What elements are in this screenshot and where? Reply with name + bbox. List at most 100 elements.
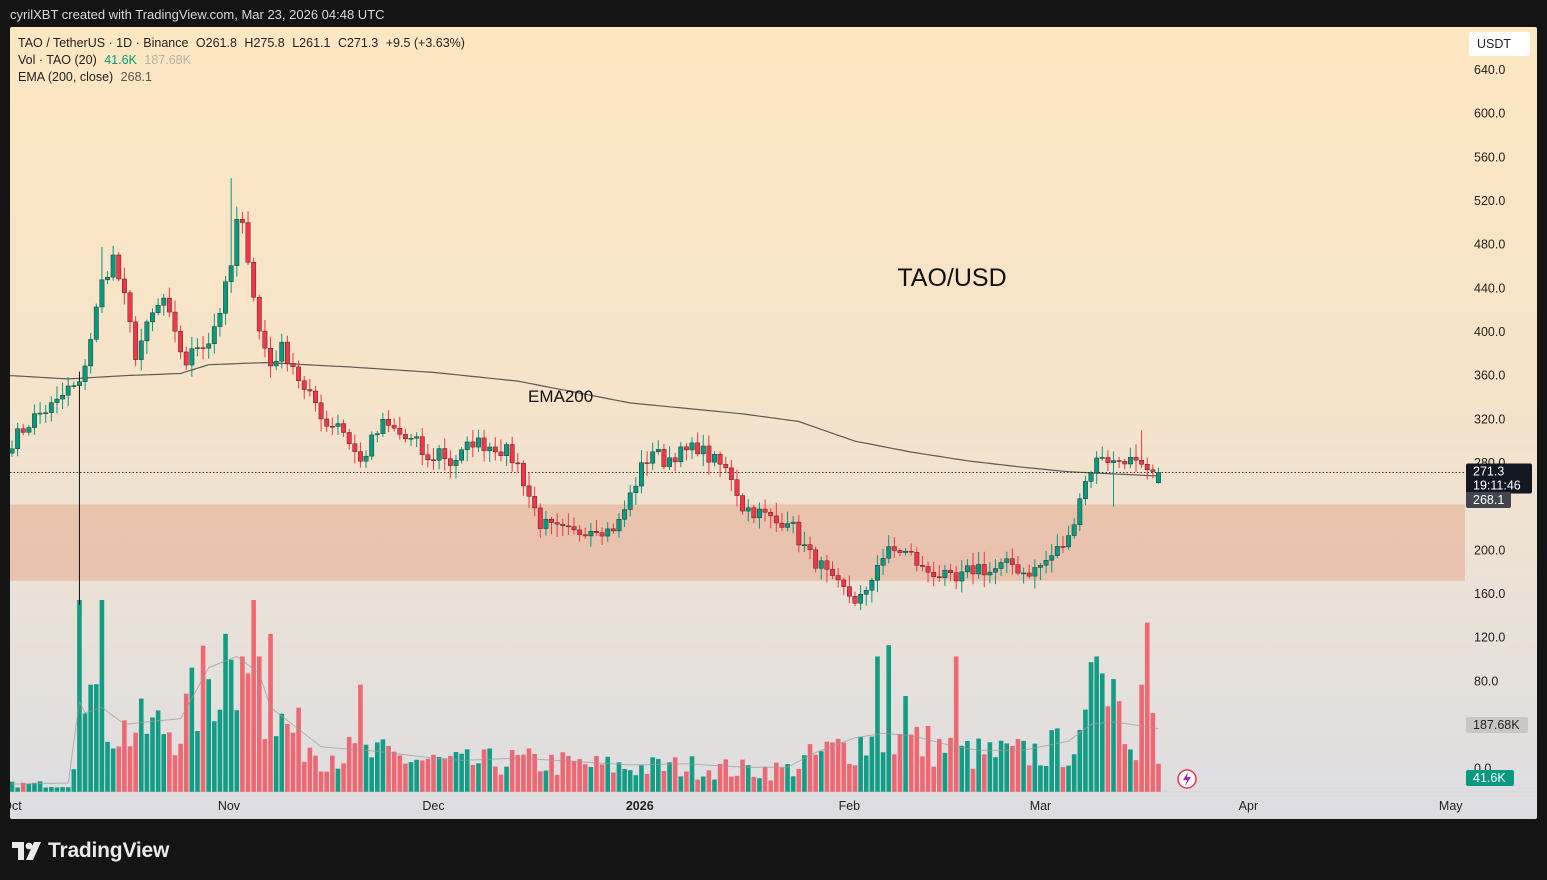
candle (695, 432, 701, 457)
candle-body (301, 380, 307, 390)
candle (728, 459, 734, 491)
chart[interactable]: 0.040.080.0120.0160.0200.0280.0320.0360.… (10, 27, 1537, 819)
candle-body (240, 219, 245, 223)
vol-tag-text: 41.6K (1473, 771, 1506, 785)
candle (830, 561, 835, 580)
volume-bar (1066, 765, 1071, 792)
candle-body (622, 509, 627, 520)
candle (537, 503, 543, 538)
volume-bar (656, 759, 661, 792)
candle (689, 437, 695, 459)
candle-body (610, 528, 616, 532)
volume-bar (223, 633, 228, 792)
candle-body (251, 262, 257, 298)
y-tick-label: 440.0 (1474, 281, 1505, 295)
candle-body (571, 526, 577, 531)
volume-bar (32, 782, 37, 792)
candle (948, 563, 953, 582)
candle-body (116, 254, 122, 280)
candle (82, 359, 88, 390)
volume-bar (605, 756, 611, 792)
volume-bar (240, 656, 245, 792)
candle (464, 436, 470, 462)
candle-body (745, 507, 751, 512)
candle-body (341, 423, 346, 433)
candle-body (914, 551, 920, 566)
candle-body (790, 521, 796, 524)
legend-change: +9.5 (+3.63%) (385, 36, 465, 50)
currency-button[interactable]: USDT (1469, 32, 1530, 56)
candle (588, 522, 594, 547)
candle-body (166, 297, 172, 313)
legend-row-symbol: TAO / TetherUS · 1D · Binance O261.8 H27… (18, 35, 469, 51)
candle (414, 432, 420, 448)
candle (166, 287, 172, 317)
chart-panel[interactable]: 0.040.080.0120.0160.0200.0280.0320.0360.… (10, 27, 1537, 819)
candle (920, 556, 925, 572)
candle-body (582, 534, 588, 537)
volume-bar (594, 756, 599, 792)
legend-vol-label: Vol · TAO (20) (18, 53, 97, 67)
x-tick-label: Feb (839, 799, 861, 813)
candle-body (32, 413, 37, 428)
vol-ma-tag-text: 187.68K (1473, 718, 1520, 732)
candle (790, 516, 796, 534)
candle-body (981, 564, 987, 576)
candle-body (1049, 555, 1055, 561)
candle (886, 535, 892, 564)
vol-tag: 41.6K (1466, 770, 1514, 786)
legend-close: C271.3 (337, 36, 379, 50)
volume-bar (363, 744, 369, 792)
candle-body (1054, 546, 1060, 556)
candle (785, 511, 790, 532)
volume-bar (627, 770, 633, 792)
volume-bar (493, 766, 498, 792)
candle (745, 498, 751, 522)
candle (256, 294, 262, 340)
candle-body (133, 321, 139, 360)
y-tick-label: 80.0 (1474, 674, 1498, 688)
candle (352, 434, 358, 464)
candle (773, 502, 779, 532)
volume-bar (1128, 749, 1133, 792)
volume-bar (1116, 701, 1122, 792)
tradingview-logo-icon (12, 842, 41, 860)
volume-bar (476, 763, 481, 792)
volume-bar (942, 752, 948, 792)
candle-body (554, 522, 560, 525)
candle-body (391, 425, 397, 429)
volume-bar (875, 656, 880, 792)
volume-bar (886, 645, 892, 792)
y-tick-label: 320.0 (1474, 412, 1505, 426)
candle-body (335, 423, 341, 427)
volume-bar (993, 757, 998, 792)
volume-bar (689, 756, 695, 792)
candle (1156, 467, 1161, 484)
volume-bar (959, 745, 965, 792)
candle-body (189, 348, 195, 366)
volume-bar (15, 787, 20, 792)
volume-bar (897, 734, 903, 792)
candle (138, 328, 144, 371)
ema-price-tag-text: 268.1 (1473, 493, 1504, 507)
candle-body (65, 385, 71, 396)
candle-body (858, 594, 864, 604)
volume-bar (1049, 730, 1054, 792)
candle-body (313, 390, 318, 403)
candle (346, 429, 352, 450)
candle-body (195, 347, 200, 349)
candle (796, 515, 802, 553)
volume-bar (785, 764, 790, 792)
candle-body (605, 528, 611, 537)
candle (976, 552, 982, 579)
candle-body (290, 363, 296, 368)
volume-bar (509, 750, 515, 792)
tradingview-logo[interactable]: TradingView (12, 838, 169, 864)
candle-body (700, 445, 706, 455)
candle-body (54, 398, 60, 403)
candle (313, 386, 318, 412)
legend-high: H275.8 (244, 36, 285, 50)
volume-bar (425, 758, 431, 792)
volume-bar (790, 776, 796, 792)
candle (1004, 551, 1010, 574)
